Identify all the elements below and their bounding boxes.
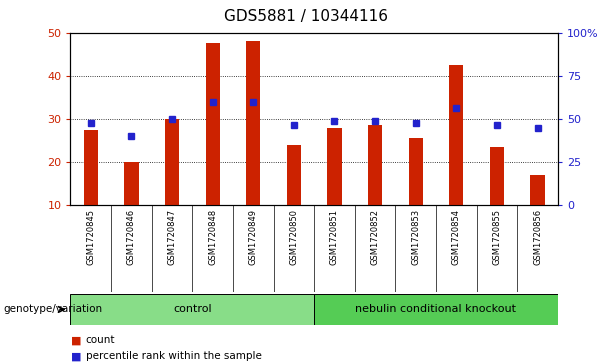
Text: GSM1720856: GSM1720856 [533,209,542,265]
Bar [165,119,179,205]
Text: nebulin conditional knockout: nebulin conditional knockout [356,305,517,314]
Bar [449,65,463,205]
Bar [205,44,219,205]
Text: ■: ■ [70,351,81,362]
Text: GSM1720846: GSM1720846 [127,209,136,265]
Text: GSM1720855: GSM1720855 [492,209,501,265]
Text: count: count [86,335,115,346]
Bar [84,130,98,205]
Text: GSM1720848: GSM1720848 [208,209,217,265]
Text: percentile rank within the sample: percentile rank within the sample [86,351,262,362]
Bar [490,147,504,205]
Text: GSM1720854: GSM1720854 [452,209,461,265]
Bar [246,41,261,205]
Text: GSM1720850: GSM1720850 [289,209,299,265]
Text: GSM1720847: GSM1720847 [167,209,177,265]
Bar [70,294,314,325]
Bar [368,125,382,205]
Text: GSM1720853: GSM1720853 [411,209,420,265]
Bar [287,145,301,205]
Bar [409,138,423,205]
Text: GSM1720851: GSM1720851 [330,209,339,265]
Bar [314,294,558,325]
Text: GDS5881 / 10344116: GDS5881 / 10344116 [224,9,389,24]
Text: GSM1720845: GSM1720845 [86,209,95,265]
Bar [530,175,544,205]
Text: GSM1720852: GSM1720852 [371,209,379,265]
Text: genotype/variation: genotype/variation [3,305,102,314]
Bar [124,162,139,205]
Text: control: control [173,305,211,314]
Text: ■: ■ [70,335,81,346]
Text: GSM1720849: GSM1720849 [249,209,257,265]
Bar [327,127,341,205]
